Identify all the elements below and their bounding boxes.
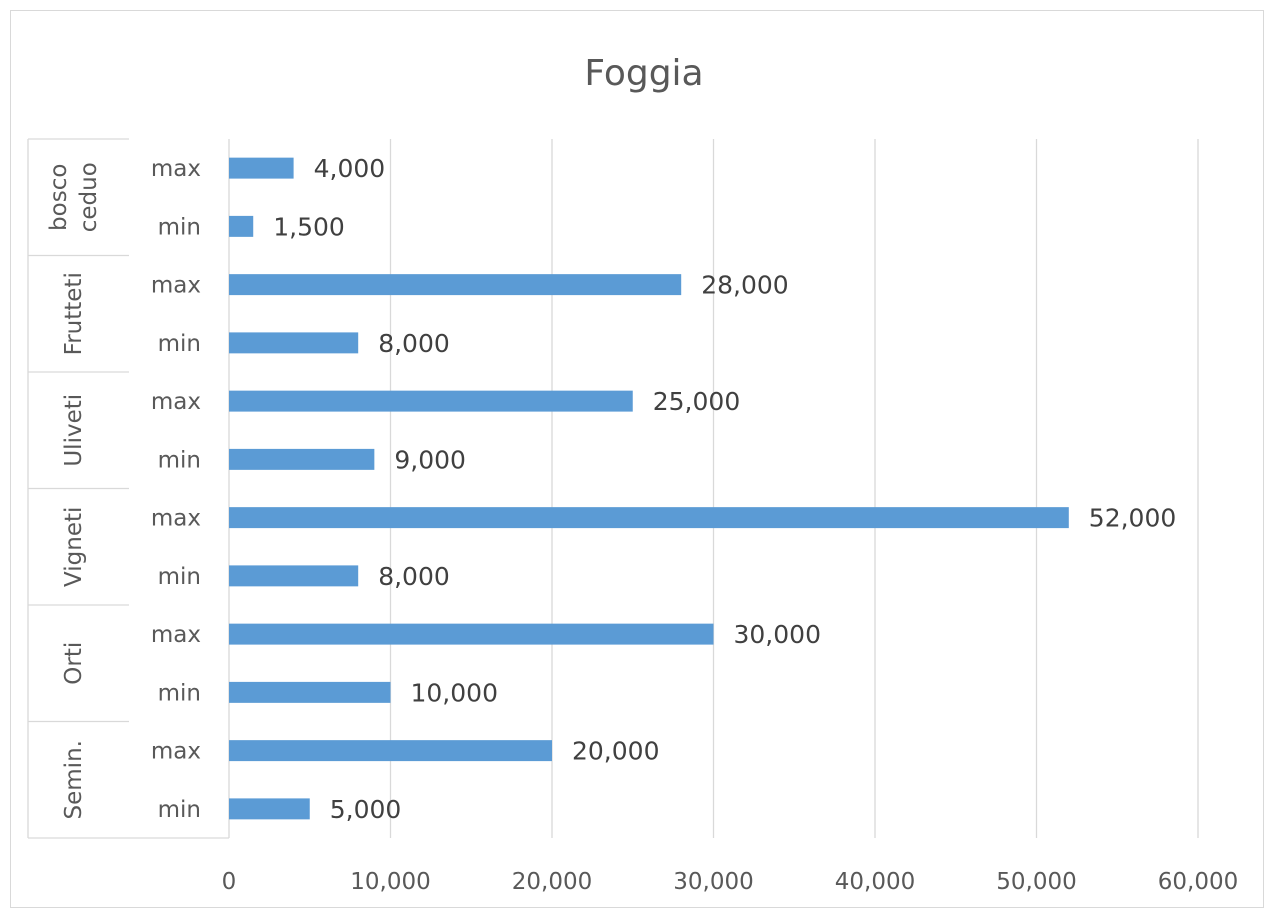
data-label: 1,500 <box>273 212 345 241</box>
item-label: max <box>151 622 201 648</box>
bar <box>229 740 552 762</box>
x-axis-tick-labels: 0 10,000 20,000 30,000 40,000 50,000 60,000 <box>222 869 1239 895</box>
chart-title: Foggia <box>584 53 703 94</box>
item-label: max <box>151 273 201 299</box>
x-tick-label: 50,000 <box>996 869 1076 895</box>
bar <box>229 448 375 470</box>
bar <box>229 681 391 703</box>
bar <box>229 390 633 412</box>
data-label: 8,000 <box>378 562 450 591</box>
group-label: Semin. <box>61 740 87 819</box>
group-label: Frutteti <box>61 272 87 355</box>
bar <box>229 565 359 587</box>
item-label: max <box>151 389 201 415</box>
x-tick-label: 60,000 <box>1158 869 1238 895</box>
item-label: min <box>158 331 201 357</box>
item-label: min <box>158 447 201 473</box>
data-label: 4,000 <box>314 154 386 183</box>
data-label: 10,000 <box>411 678 498 707</box>
data-label: 28,000 <box>701 271 788 300</box>
group-label: Orti <box>61 642 87 685</box>
grid-lines <box>389 139 1199 838</box>
item-label: max <box>151 156 201 182</box>
group-label: bosco <box>46 164 72 231</box>
x-tick-label: 40,000 <box>835 869 915 895</box>
item-label: max <box>151 506 201 532</box>
bar <box>229 798 310 820</box>
bars <box>229 157 1069 820</box>
data-label: 5,000 <box>330 795 402 824</box>
x-tick-label: 30,000 <box>673 869 753 895</box>
category-labels: bosco ceduo max min Frutteti max min Uliveti max… <box>46 156 201 823</box>
bar <box>229 274 682 296</box>
bar-chart: Foggia 4,000 1,500 28,000 8,000 25,000 9,000 5… <box>27 53 1239 895</box>
x-tick-label: 10,000 <box>350 869 430 895</box>
bar <box>229 215 254 237</box>
data-label: 8,000 <box>378 329 450 358</box>
item-label: min <box>158 214 201 240</box>
data-label: 9,000 <box>394 445 466 474</box>
data-labels: 4,000 1,500 28,000 8,000 25,000 9,000 52,000 8,… <box>273 154 1176 824</box>
bar <box>229 332 359 354</box>
group-label: ceduo <box>76 162 102 232</box>
data-label: 20,000 <box>572 737 659 766</box>
group-label: Vigneti <box>61 507 87 587</box>
group-label: Uliveti <box>61 394 87 467</box>
item-label: max <box>151 739 201 765</box>
category-group-frame <box>27 138 230 839</box>
item-label: min <box>158 680 201 706</box>
chart-frame: Foggia 4,000 1,500 28,000 8,000 25,000 9,000 5… <box>10 10 1264 908</box>
data-label: 52,000 <box>1089 504 1176 533</box>
data-label: 30,000 <box>734 620 821 649</box>
x-tick-label: 20,000 <box>512 869 592 895</box>
data-label: 25,000 <box>653 387 740 416</box>
bar <box>229 157 294 179</box>
item-label: min <box>158 797 201 823</box>
bar <box>229 507 1069 529</box>
item-label: min <box>158 564 201 590</box>
x-tick-label: 0 <box>222 869 237 895</box>
bar <box>229 623 714 645</box>
